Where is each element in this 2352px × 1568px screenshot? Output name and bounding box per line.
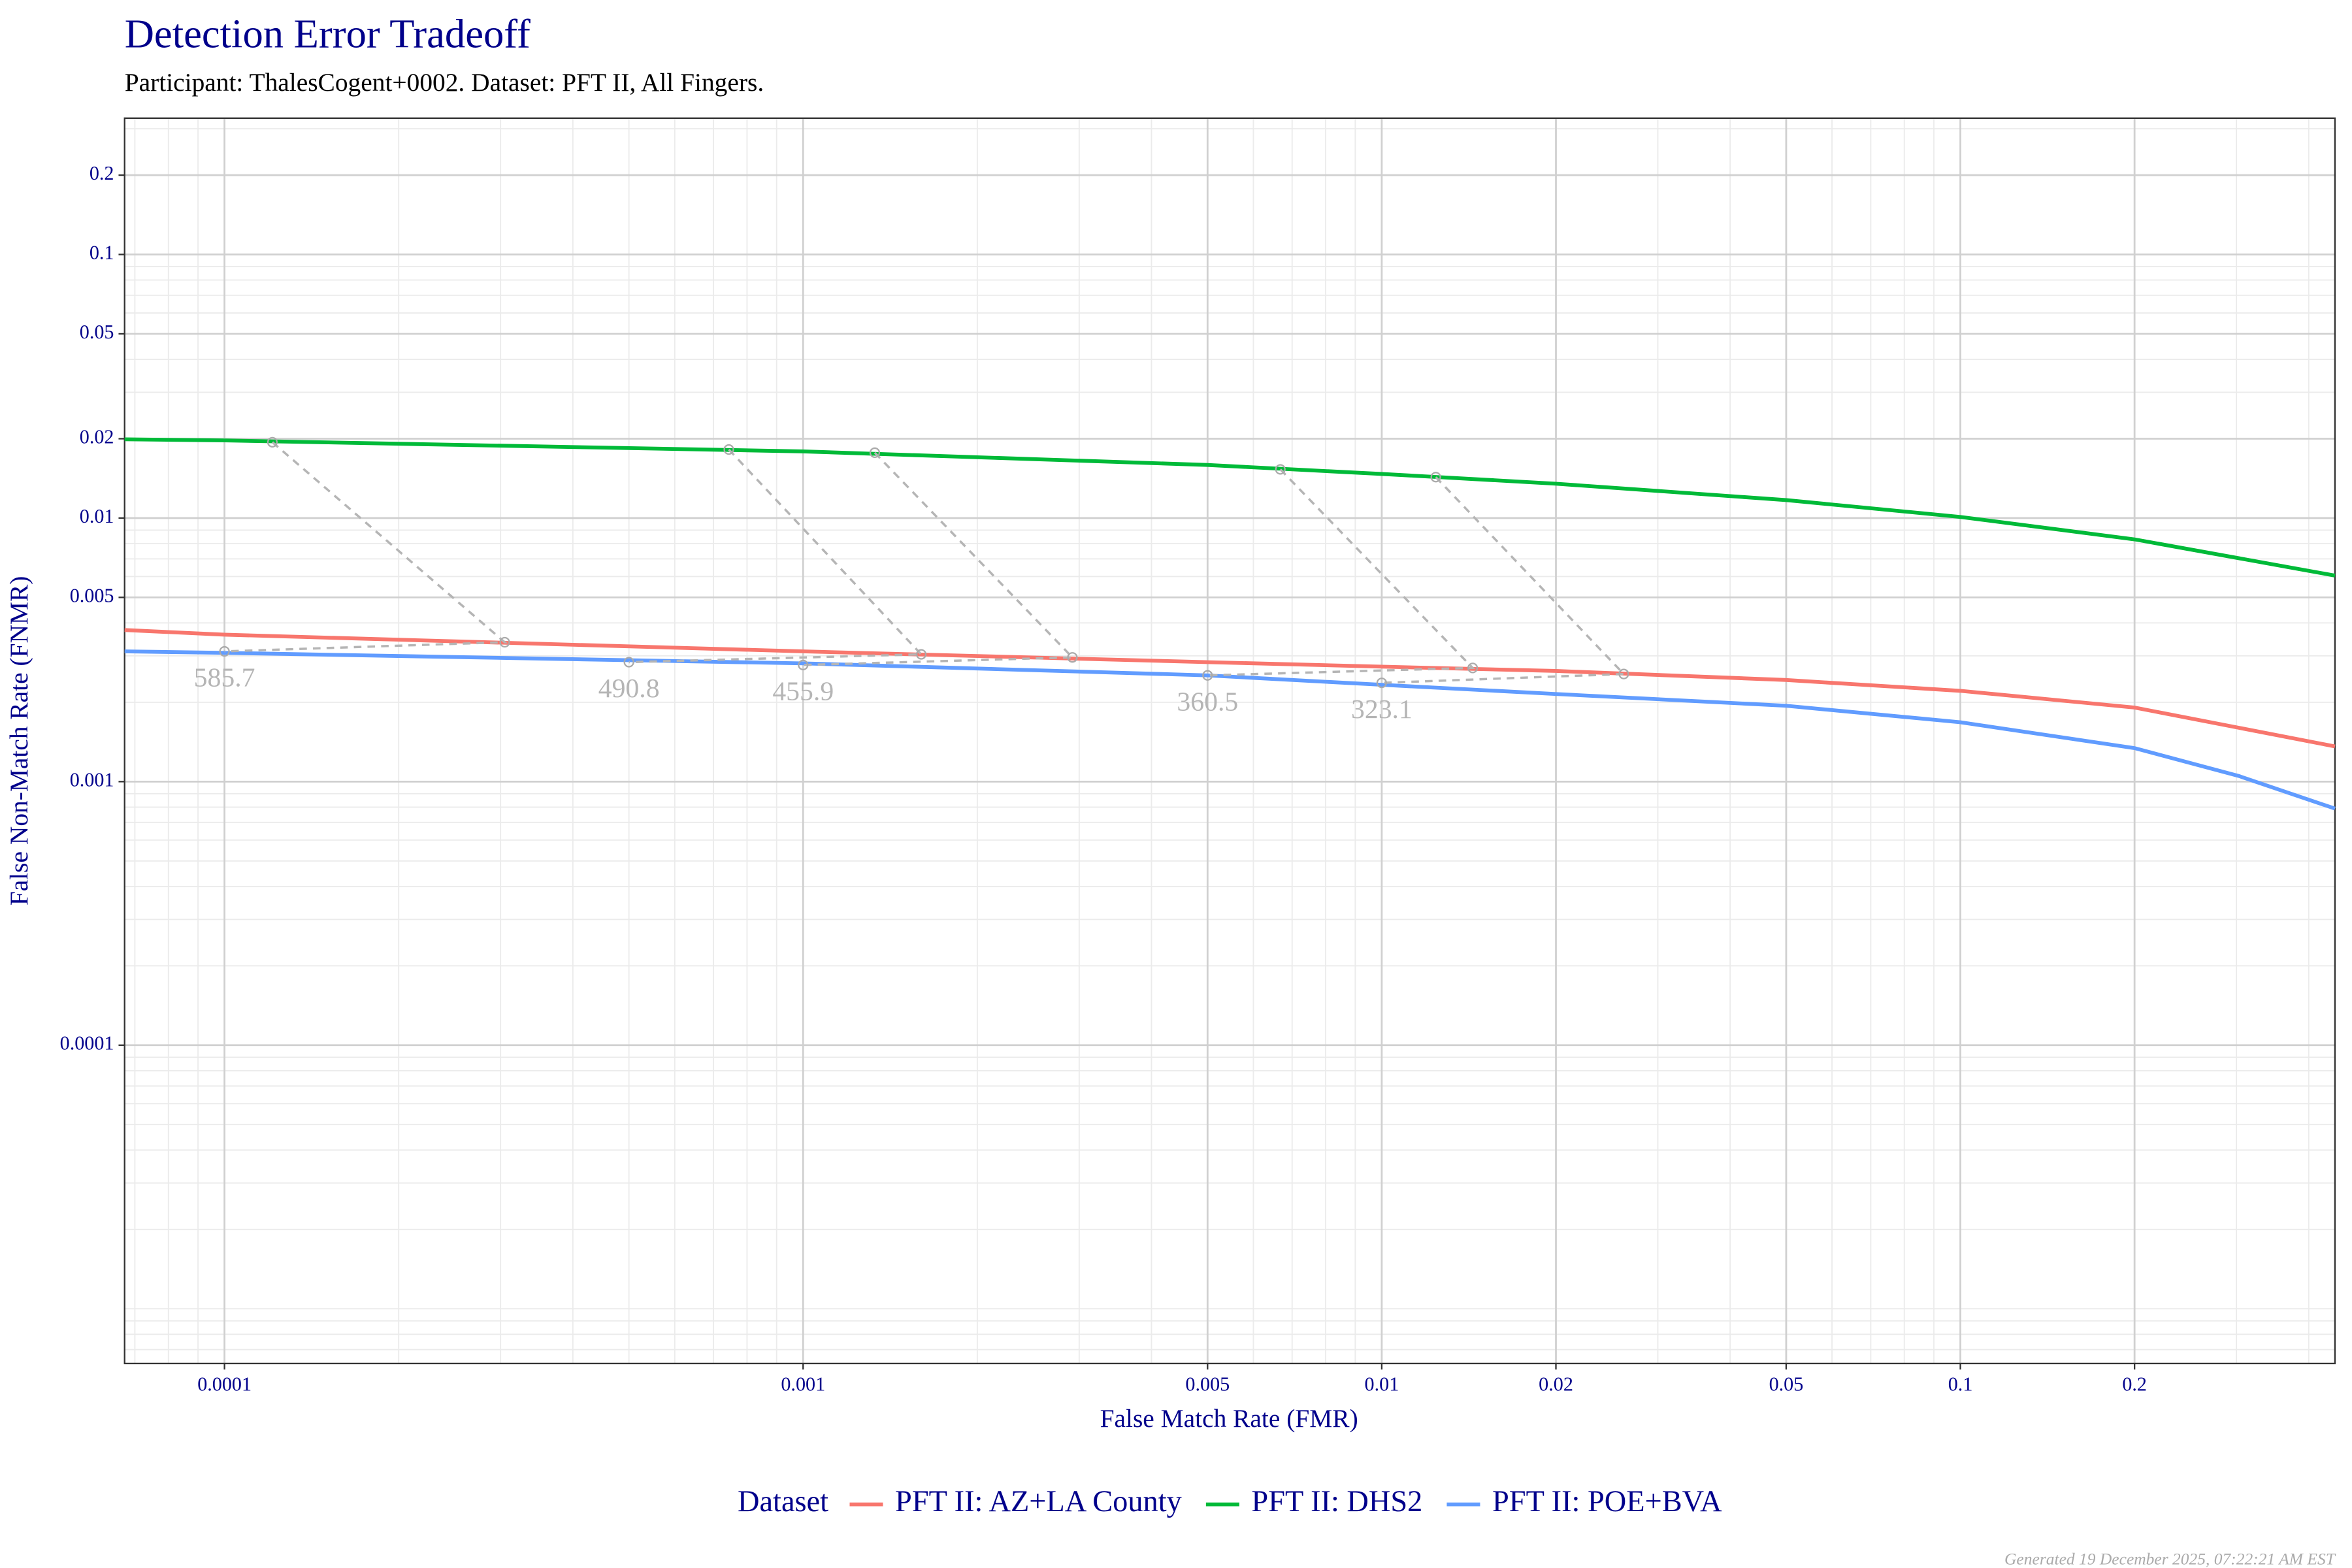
- x-axis-title: False Match Rate (FMR): [1100, 1404, 1358, 1433]
- series-line: [124, 649, 2336, 811]
- series-line: [124, 437, 2336, 578]
- y-axis-title: False Non-Match Rate (FNMR): [5, 576, 33, 906]
- chart-title: Detection Error Tradeoff: [125, 10, 531, 56]
- threshold-label: 585.7: [194, 663, 255, 693]
- threshold-point: [1376, 678, 1388, 689]
- x-tick-label: 0.01: [1365, 1373, 1399, 1396]
- legend-label: PFT II: POE+BVA: [1492, 1485, 1722, 1518]
- threshold-point: [1067, 652, 1078, 663]
- chart-subtitle: Participant: ThalesCogent+0002. Dataset:…: [125, 68, 764, 97]
- threshold-point: [1618, 668, 1629, 679]
- plot-area: 0.0001 0.001 0.005 0.01 0.02 0.05 0.1 0.2 0.0001…: [60, 117, 2336, 1396]
- x-tick-label: 0.1: [1948, 1373, 1973, 1396]
- y-tick-label: 0.0001: [60, 1032, 114, 1054]
- y-tick-label: 0.001: [70, 768, 114, 791]
- y-tick-label: 0.005: [70, 584, 114, 606]
- plot-border: [123, 117, 2336, 1365]
- y-tick-label: 0.1: [90, 241, 114, 263]
- threshold-label: 455.9: [772, 676, 834, 706]
- x-tick-label: 0.2: [2122, 1373, 2147, 1396]
- y-tick-label: 0.2: [90, 162, 114, 184]
- threshold-point: [623, 657, 634, 668]
- threshold-point: [1202, 670, 1213, 681]
- footer: Generated 19 December 2025, 07:22:21 AM …: [2004, 1549, 2336, 1568]
- y-tick-label: 0.05: [80, 321, 114, 343]
- y-tick-label: 0.01: [80, 505, 114, 527]
- threshold-point: [1275, 464, 1286, 475]
- legend: Dataset PFT II: AZ+LA County PFT II: DHS2 P…: [738, 1485, 1722, 1518]
- legend-label: PFT II: AZ+LA County: [895, 1485, 1182, 1518]
- threshold-point: [1467, 662, 1478, 674]
- threshold-point: [1430, 472, 1441, 483]
- threshold-connector: [803, 451, 1075, 666]
- threshold-point: [219, 645, 230, 657]
- threshold-label: 490.8: [598, 674, 660, 704]
- x-tick-label: 0.0001: [197, 1373, 252, 1396]
- threshold-point: [798, 659, 809, 670]
- threshold-point: [869, 447, 881, 459]
- x-tick-label: 0.005: [1185, 1373, 1230, 1396]
- threshold-label: 360.5: [1177, 687, 1238, 717]
- threshold-connector: [224, 441, 508, 653]
- threshold-point: [915, 649, 927, 660]
- x-tick-label: 0.001: [781, 1373, 825, 1396]
- threshold-point: [267, 436, 278, 448]
- threshold-point: [499, 636, 510, 648]
- legend-title: Dataset: [738, 1485, 828, 1518]
- threshold-point: [723, 444, 734, 455]
- legend-label: PFT II: DHS2: [1251, 1485, 1422, 1518]
- threshold-label: 323.1: [1351, 694, 1413, 725]
- x-tick-label: 0.05: [1769, 1373, 1804, 1396]
- x-tick-label: 0.02: [1539, 1373, 1573, 1396]
- y-tick-label: 0.02: [80, 425, 114, 448]
- threshold-connector: [1207, 468, 1476, 677]
